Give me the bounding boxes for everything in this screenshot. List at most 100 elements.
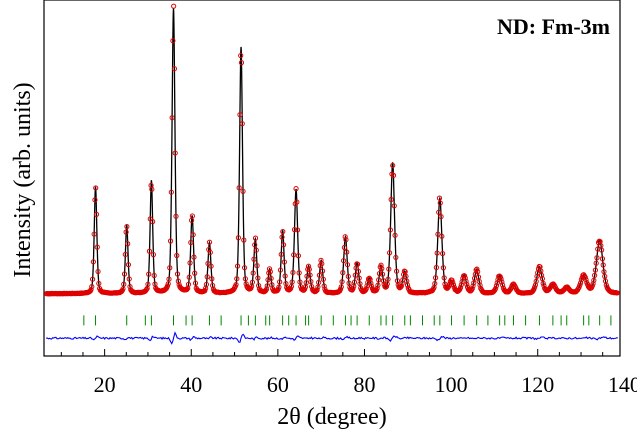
- observed-point: [90, 259, 96, 265]
- observed-point: [388, 196, 394, 203]
- observed-point: [281, 259, 287, 265]
- observed-point: [94, 244, 100, 250]
- observed-point: [242, 276, 248, 282]
- observed-point: [209, 276, 215, 282]
- observed-point: [125, 262, 132, 268]
- observed-point: [304, 273, 310, 279]
- observed-point: [352, 272, 358, 278]
- observed-point: [318, 257, 324, 263]
- observed-point: [355, 268, 362, 275]
- observed-point: [356, 275, 362, 281]
- observed-point: [462, 275, 468, 281]
- observed-point: [186, 274, 192, 280]
- observed-point: [89, 276, 96, 282]
- observed-point: [450, 279, 456, 285]
- observed-point: [380, 278, 386, 284]
- observed-point: [590, 281, 596, 287]
- observed-point: [469, 286, 475, 292]
- observed-point: [344, 262, 351, 268]
- observed-point: [175, 278, 181, 284]
- observed-point: [439, 233, 445, 239]
- observed-point: [337, 286, 344, 292]
- observed-point: [434, 250, 440, 256]
- observed-point: [345, 273, 351, 280]
- observed-point: [293, 186, 299, 192]
- observed-point: [440, 265, 446, 271]
- observed-point: [463, 278, 469, 284]
- observed-point: [338, 284, 344, 290]
- x-tick-label: 60: [267, 372, 289, 397]
- observed-point: [277, 267, 284, 273]
- observed-point: [289, 279, 295, 285]
- observed-point: [458, 282, 464, 288]
- observed-point: [263, 286, 270, 292]
- observed-point: [319, 268, 326, 274]
- observed-point: [171, 3, 177, 9]
- observed-point: [205, 260, 211, 267]
- observed-point: [394, 268, 400, 274]
- observed-point: [236, 185, 242, 191]
- observed-point: [291, 252, 297, 258]
- observed-point: [340, 270, 346, 276]
- observed-point: [339, 279, 345, 285]
- observed-point: [185, 281, 192, 287]
- observed-point: [385, 276, 391, 282]
- observed-point: [238, 60, 245, 66]
- observed-point: [379, 266, 385, 272]
- observed-point: [499, 279, 505, 285]
- bragg-ticks: [83, 315, 612, 326]
- x-axis-title: 2θ (degree): [277, 404, 386, 430]
- observed-point: [387, 250, 393, 256]
- observed-point: [249, 279, 255, 285]
- observed-point: [240, 188, 246, 194]
- observed-point: [234, 263, 241, 269]
- observed-point: [602, 273, 608, 279]
- observed-point: [441, 275, 447, 281]
- y-axis-title: Intensity (arb. units): [10, 82, 36, 277]
- observed-point: [319, 261, 325, 267]
- observed-point: [475, 269, 481, 275]
- observed-point: [173, 213, 179, 219]
- observed-point: [315, 284, 321, 290]
- observed-point: [239, 121, 245, 127]
- observed-point: [308, 279, 314, 285]
- observed-point: [252, 235, 259, 241]
- observed-point: [291, 227, 298, 233]
- observed-point: [188, 239, 194, 246]
- plot-frame: [43, 0, 621, 357]
- observed-point: [123, 229, 129, 235]
- observed-point: [306, 266, 312, 272]
- observed-point: [253, 247, 259, 253]
- observed-point: [89, 284, 95, 290]
- observed-point: [150, 252, 156, 258]
- observed-point: [450, 282, 457, 288]
- observed-point: [149, 186, 155, 192]
- observed-point: [314, 287, 320, 293]
- observed-point: [599, 247, 605, 253]
- x-tick-label: 120: [521, 372, 554, 397]
- observed-point: [165, 281, 171, 287]
- observed-point: [277, 279, 283, 285]
- observed-point: [96, 280, 102, 287]
- observed-point: [320, 276, 326, 282]
- observed-point: [435, 231, 441, 237]
- observed-point: [296, 270, 302, 276]
- observed-point: [184, 286, 190, 292]
- observed-point: [493, 285, 499, 292]
- observed-point: [474, 266, 480, 272]
- observed-point: [383, 283, 390, 290]
- observed-point: [494, 280, 500, 286]
- observed-point: [252, 242, 258, 248]
- observed-point: [350, 286, 356, 292]
- observed-point: [592, 272, 598, 278]
- observed-point: [391, 203, 397, 209]
- observed-point: [174, 252, 180, 259]
- observed-point: [533, 278, 539, 284]
- observed-point: [192, 270, 198, 276]
- observed-point: [204, 274, 210, 280]
- observed-point: [341, 258, 347, 264]
- observed-point: [403, 273, 409, 279]
- observed-point: [344, 249, 350, 255]
- observed-point: [125, 241, 131, 247]
- observed-point: [539, 272, 545, 278]
